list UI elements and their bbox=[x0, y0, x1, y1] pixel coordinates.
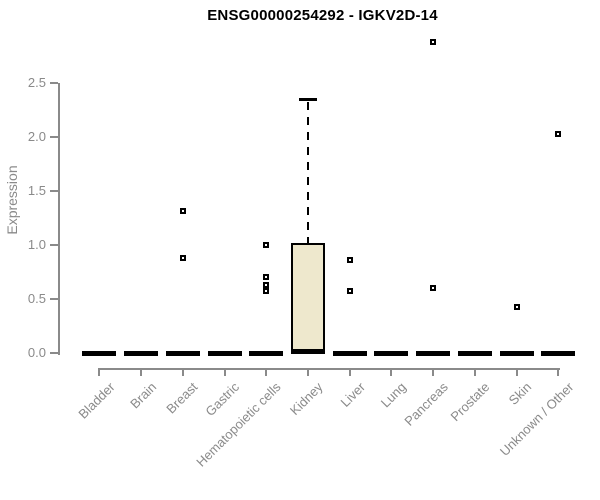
x-axis-line bbox=[99, 368, 561, 370]
x-category-label: Bladder bbox=[74, 379, 118, 422]
x-tick bbox=[557, 368, 560, 376]
x-tick bbox=[98, 368, 101, 376]
x-tick bbox=[473, 368, 476, 376]
y-tick-label: 2.5 bbox=[27, 74, 46, 90]
outlier-point bbox=[430, 38, 437, 45]
x-tick bbox=[223, 368, 226, 376]
outlier-point bbox=[263, 287, 270, 294]
y-tick-label: 1.5 bbox=[27, 183, 46, 198]
y-tick-label: 0.0 bbox=[27, 345, 46, 361]
x-tick bbox=[306, 368, 309, 376]
outlier-point bbox=[179, 207, 186, 214]
outlier-point bbox=[263, 273, 270, 280]
median-bar bbox=[457, 350, 492, 356]
median-bar bbox=[82, 350, 117, 356]
y-tick bbox=[50, 244, 58, 247]
x-tick bbox=[140, 368, 142, 376]
outlier-point bbox=[346, 257, 353, 264]
chart-title: ENSG00000254292 - IGKV2D-14 bbox=[207, 7, 438, 24]
y-tick bbox=[50, 352, 58, 355]
median-bar bbox=[124, 350, 158, 356]
median-bar bbox=[499, 350, 534, 356]
median-bar bbox=[290, 348, 325, 354]
y-tick bbox=[50, 81, 58, 84]
outlier-point bbox=[179, 255, 186, 262]
x-category-label: Liver bbox=[337, 379, 368, 410]
outlier-point bbox=[430, 285, 437, 292]
x-category-label: Breast bbox=[163, 379, 201, 417]
whisker bbox=[306, 102, 309, 243]
median-bar bbox=[332, 350, 367, 356]
x-category-label: Skin bbox=[506, 379, 535, 408]
y-tick-label: 2.0 bbox=[27, 128, 46, 144]
y-tick-label: 1.0 bbox=[27, 237, 46, 253]
median-bar bbox=[374, 350, 409, 356]
y-tick bbox=[50, 298, 58, 301]
x-tick bbox=[390, 368, 393, 376]
y-tick-label: 0.5 bbox=[27, 291, 46, 307]
x-category-label: Pancreas bbox=[401, 379, 452, 429]
x-category-label: Prostate bbox=[447, 379, 493, 425]
median-bar bbox=[165, 350, 200, 356]
median-bar bbox=[249, 350, 284, 356]
median-bar bbox=[416, 350, 451, 356]
x-category-label: Lung bbox=[378, 379, 410, 411]
outlier-point bbox=[555, 130, 562, 137]
x-tick bbox=[265, 368, 268, 376]
y-axis-line bbox=[58, 82, 60, 356]
x-tick bbox=[515, 368, 518, 376]
y-tick bbox=[50, 190, 58, 192]
outlier-point bbox=[263, 242, 270, 249]
x-category-label: Gastric bbox=[202, 379, 243, 420]
median-bar bbox=[541, 350, 576, 356]
outlier-point bbox=[513, 303, 520, 310]
x-category-label: Hematopoietic cells bbox=[193, 379, 285, 470]
outlier-point bbox=[263, 282, 270, 289]
y-tick bbox=[50, 135, 58, 138]
x-tick bbox=[348, 368, 351, 376]
x-tick bbox=[432, 368, 435, 376]
x-tick bbox=[181, 368, 184, 376]
box bbox=[290, 242, 325, 354]
outlier-point bbox=[346, 287, 353, 294]
whisker-cap bbox=[298, 98, 317, 101]
median-bar bbox=[207, 350, 242, 356]
x-category-label: Kidney bbox=[287, 379, 326, 419]
x-category-label: Brain bbox=[126, 379, 159, 412]
